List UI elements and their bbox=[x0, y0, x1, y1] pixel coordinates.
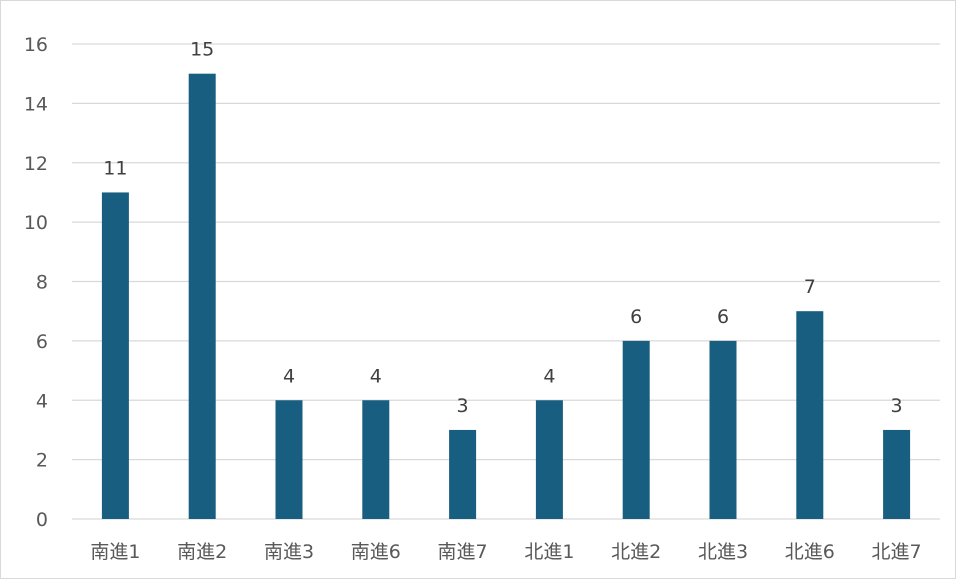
x-tick-label: 北進6 bbox=[785, 541, 835, 563]
data-label: 4 bbox=[370, 365, 382, 387]
data-label: 3 bbox=[457, 395, 469, 417]
y-tick-label: 8 bbox=[36, 272, 48, 294]
gridlines bbox=[72, 43, 940, 520]
y-tick-label: 4 bbox=[36, 390, 48, 412]
x-tick-label: 北進2 bbox=[611, 541, 661, 563]
data-label: 6 bbox=[717, 306, 729, 328]
data-label: 3 bbox=[891, 395, 903, 417]
bar-南進7 bbox=[449, 429, 477, 519]
data-label: 7 bbox=[804, 276, 816, 298]
bar-南進3 bbox=[275, 400, 303, 519]
y-tick-label: 6 bbox=[36, 331, 48, 353]
y-tick-label: 0 bbox=[36, 509, 48, 531]
bar-南進6 bbox=[362, 400, 390, 519]
y-tick-label: 2 bbox=[36, 450, 48, 472]
data-label: 11 bbox=[103, 157, 127, 179]
bar-series bbox=[101, 73, 911, 519]
x-tick-label: 北進1 bbox=[524, 541, 574, 563]
y-tick-label: 16 bbox=[24, 34, 48, 56]
y-tick-label: 10 bbox=[24, 212, 48, 234]
x-tick-label: 北進7 bbox=[872, 541, 922, 563]
bar-北進6 bbox=[796, 311, 824, 519]
y-axis-ticks: 0 2 4 6 8 10 12 14 16 bbox=[24, 34, 48, 531]
bar-南進1 bbox=[101, 192, 129, 519]
x-tick-label: 北進3 bbox=[698, 541, 748, 563]
data-label: 4 bbox=[283, 365, 295, 387]
x-axis-ticks: 南進1 南進2 南進3 南進6 南進7 北進1 北進2 北進3 北進6 北進7 bbox=[90, 541, 921, 563]
bar-北進2 bbox=[622, 340, 650, 519]
bar-北進1 bbox=[535, 400, 563, 519]
x-tick-label: 南進6 bbox=[351, 541, 401, 563]
x-tick-label: 南進7 bbox=[438, 541, 488, 563]
y-tick-label: 14 bbox=[24, 93, 48, 115]
x-tick-label: 南進3 bbox=[264, 541, 314, 563]
data-label: 6 bbox=[630, 306, 642, 328]
x-tick-label: 南進1 bbox=[90, 541, 140, 563]
data-label: 15 bbox=[190, 39, 214, 61]
data-labels: 11 15 4 4 3 4 6 6 7 3 bbox=[103, 39, 902, 417]
bar-北進3 bbox=[709, 340, 737, 519]
y-tick-label: 12 bbox=[24, 153, 48, 175]
data-label: 4 bbox=[543, 365, 555, 387]
bar-南進2 bbox=[188, 73, 216, 519]
bar-北進7 bbox=[883, 429, 911, 519]
x-tick-label: 南進2 bbox=[177, 541, 227, 563]
